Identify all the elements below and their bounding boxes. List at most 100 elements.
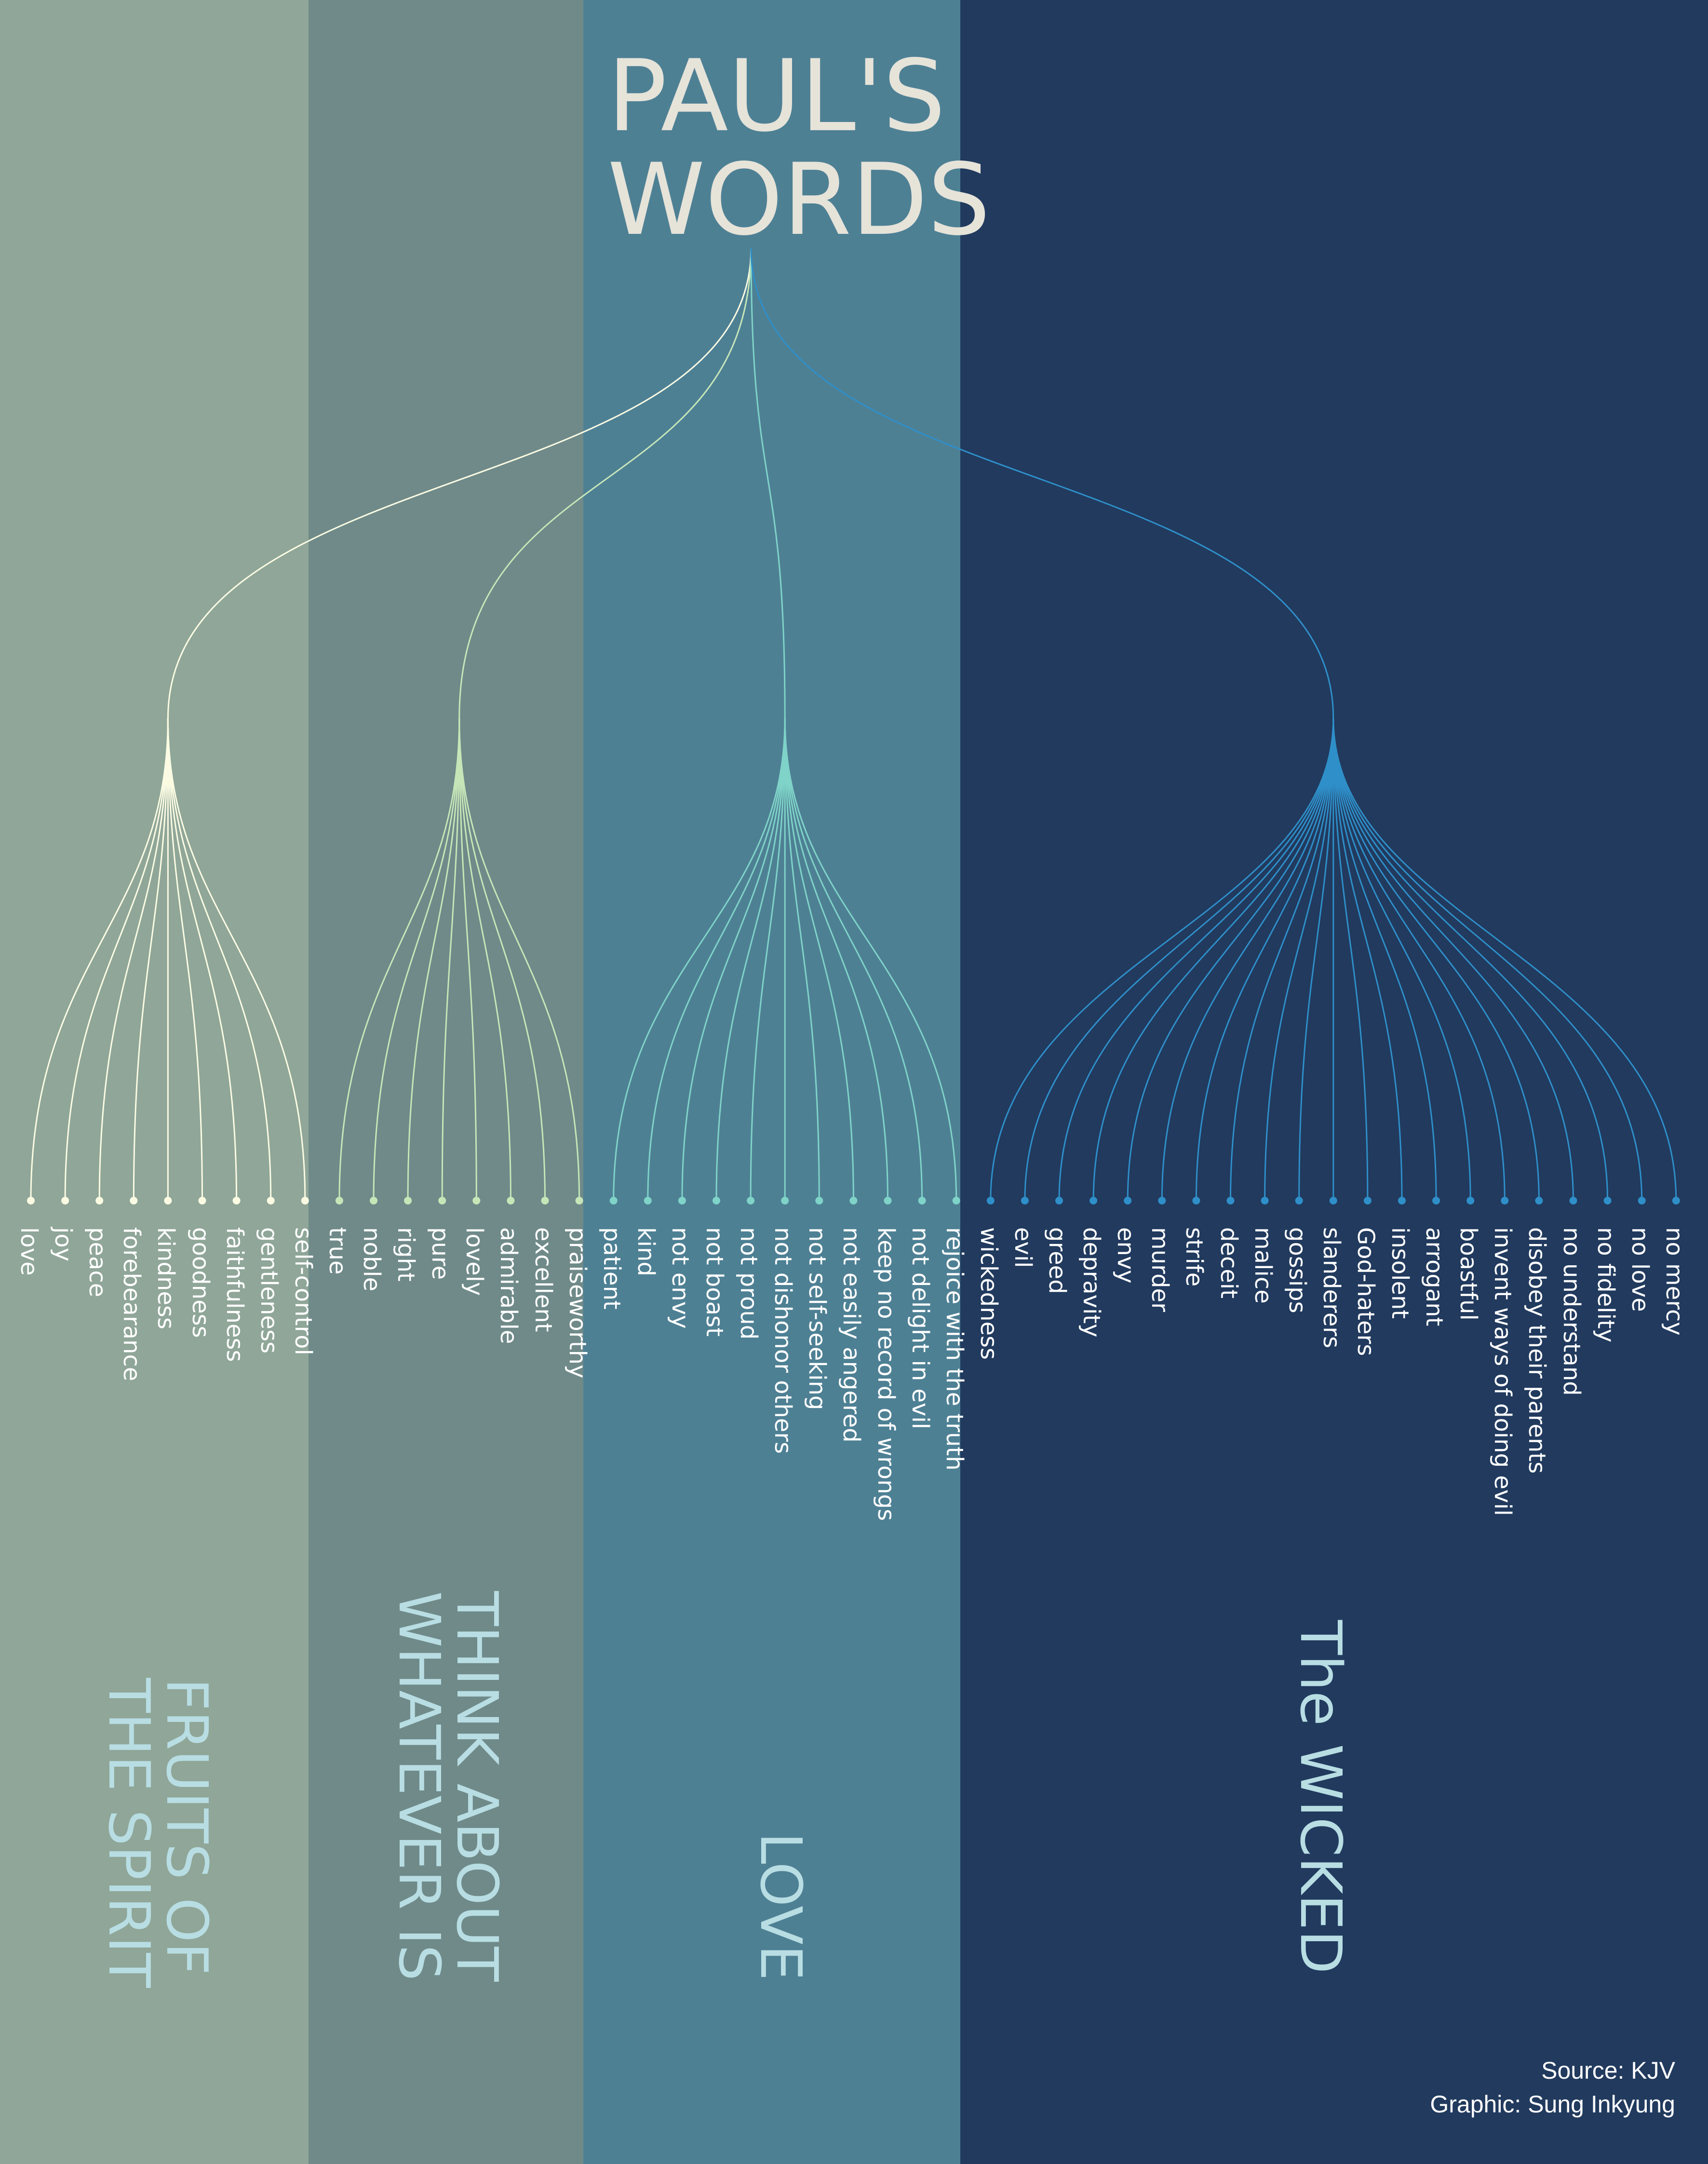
trunk-the-wicked <box>750 248 1334 719</box>
branch-arrogant <box>1332 718 1437 1201</box>
credit-source: Source: KJV <box>1541 2057 1675 2084</box>
leaf-dot-peace <box>95 1197 104 1204</box>
leaf-dot-pure <box>438 1197 446 1204</box>
item-label-disobey-their-parents: disobey their parents <box>1523 1227 1551 1474</box>
item-label-envy: envy <box>1112 1227 1140 1284</box>
item-label-wickedness: wickedness <box>975 1227 1002 1360</box>
leaf-dot-malice <box>1261 1197 1269 1204</box>
branch-keep-no-record-of-wrongs <box>784 718 888 1201</box>
branch-deceit <box>1230 718 1334 1201</box>
branch-not-easily-angered <box>784 718 854 1201</box>
branch-lovely <box>458 718 477 1201</box>
leaf-dot-wickedness <box>986 1197 995 1204</box>
item-label-slanderers: slanderers <box>1318 1227 1345 1349</box>
leaf-dot-lovely <box>472 1197 481 1204</box>
branch-pure <box>441 718 460 1201</box>
branch-no-understand <box>1332 718 1574 1201</box>
branch-rejoice-with-the-truth <box>784 718 957 1201</box>
branch-insolent <box>1332 718 1403 1201</box>
item-label-kindness: kindness <box>152 1227 180 1329</box>
item-label-peace: peace <box>84 1227 111 1298</box>
leaf-dot-right <box>404 1197 412 1204</box>
leaf-dot-excellent <box>541 1197 549 1204</box>
branch-joy <box>64 718 169 1201</box>
branch-boastful <box>1332 718 1471 1201</box>
item-label-praiseworthy: praiseworthy <box>564 1227 591 1379</box>
branch-noble <box>373 718 460 1201</box>
item-label-pure: pure <box>427 1227 454 1280</box>
item-label-rejoice-with-the-truth: rejoice with the truth <box>941 1227 968 1471</box>
branch-malice <box>1264 718 1334 1201</box>
branch-true <box>338 718 460 1201</box>
leaf-dot-admirable <box>507 1197 515 1204</box>
leaf-dot-kindness <box>164 1197 172 1204</box>
group-title-love: LOVE <box>748 1832 814 1981</box>
leaf-dot-slanderers <box>1329 1197 1337 1204</box>
leaf-dot-envy <box>1124 1197 1132 1204</box>
leaf-dot-not-boast <box>713 1197 720 1204</box>
leaf-dot-not-self-seeking <box>815 1197 823 1204</box>
leaf-dot-not-easily-angered <box>849 1197 858 1204</box>
branch-invent-ways-of-doing-evil <box>1332 718 1506 1201</box>
item-label-self-control: self-control <box>289 1227 317 1355</box>
branch-murder <box>1161 718 1334 1201</box>
leaf-dot-gentleness <box>267 1197 275 1204</box>
item-label-not-envy: not envy <box>666 1227 694 1329</box>
leaf-dot-evil <box>1021 1197 1029 1204</box>
branch-god-haters <box>1332 718 1369 1201</box>
item-label-lovely: lovely <box>461 1227 488 1296</box>
item-label-patient: patient <box>598 1227 625 1310</box>
leaf-dot-faithfulness <box>232 1197 241 1204</box>
leaf-dot-not-envy <box>678 1197 686 1204</box>
item-label-arrogant: arrogant <box>1421 1227 1448 1326</box>
branch-not-proud <box>750 718 786 1201</box>
leaf-dot-rejoice-with-the-truth <box>952 1197 960 1204</box>
branch-wickedness <box>990 718 1334 1201</box>
branch-praiseworthy <box>458 718 580 1201</box>
credit-graphic: Graphic: Sung Inkyung <box>1430 2091 1675 2118</box>
item-label-malice: malice <box>1249 1227 1277 1304</box>
item-label-kind: kind <box>632 1227 659 1277</box>
item-label-not-self-seeking: not self-seeking <box>804 1227 831 1410</box>
item-label-forebearance: forebearance <box>118 1227 146 1381</box>
item-label-murder: murder <box>1146 1227 1174 1312</box>
branch-no-fidelity <box>1332 718 1609 1201</box>
item-label-admirable: admirable <box>495 1227 523 1344</box>
branch-evil <box>1024 718 1334 1201</box>
branch-no-love <box>1332 718 1643 1201</box>
item-label-joy: joy <box>50 1227 77 1262</box>
leaf-dot-not-proud <box>747 1197 755 1204</box>
title-line-2: WORDS <box>607 143 991 257</box>
leaf-dot-no-fidelity <box>1603 1197 1612 1204</box>
leaf-dot-goodness <box>198 1197 206 1204</box>
item-label-deceit: deceit <box>1215 1227 1242 1299</box>
leaf-dot-praiseworthy <box>575 1197 583 1204</box>
item-label-no-love: no love <box>1626 1227 1654 1312</box>
branch-forebearance <box>133 718 169 1201</box>
item-label-not-proud: not proud <box>735 1227 763 1340</box>
leaf-dot-god-haters <box>1363 1197 1372 1204</box>
leaf-dot-murder <box>1158 1197 1166 1204</box>
leaf-dot-strife <box>1192 1197 1200 1204</box>
leaf-dot-love <box>27 1197 35 1204</box>
leaf-dot-patient <box>609 1197 618 1204</box>
panel-love <box>583 0 960 2164</box>
item-label-right: right <box>392 1227 420 1282</box>
branch-patient <box>613 718 786 1201</box>
item-label-insolent: insolent <box>1386 1227 1413 1319</box>
item-label-excellent: excellent <box>529 1227 557 1332</box>
item-label-goodness: goodness <box>187 1227 214 1338</box>
leaf-dot-invent-ways-of-doing-evil <box>1501 1197 1509 1204</box>
item-label-evil: evil <box>1009 1227 1036 1268</box>
branch-admirable <box>458 718 511 1201</box>
item-label-depravity: depravity <box>1078 1227 1105 1338</box>
leaf-dot-not-delight-in-evil <box>918 1197 926 1204</box>
trunk-fruits-of-the-spirit <box>167 248 752 719</box>
branch-right <box>407 718 460 1201</box>
item-label-not-dishonor-others: not dishonor others <box>769 1227 797 1454</box>
branch-self-control <box>167 718 306 1201</box>
leaf-dot-not-dishonor-others <box>781 1197 789 1204</box>
leaf-dot-joy <box>61 1197 69 1204</box>
leaf-dot-no-understand <box>1569 1197 1577 1204</box>
